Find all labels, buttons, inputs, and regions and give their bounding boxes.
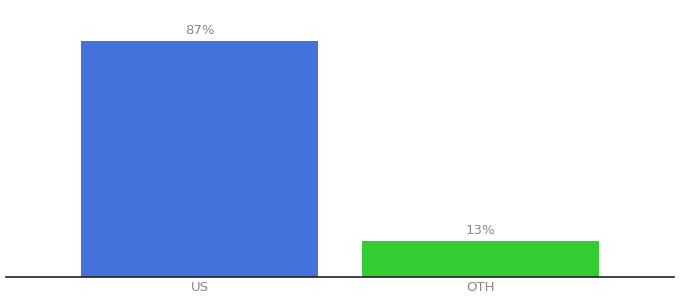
Text: 87%: 87% (185, 24, 214, 37)
Bar (362, 241, 599, 277)
Bar (81, 41, 318, 277)
Text: 13%: 13% (465, 224, 495, 237)
